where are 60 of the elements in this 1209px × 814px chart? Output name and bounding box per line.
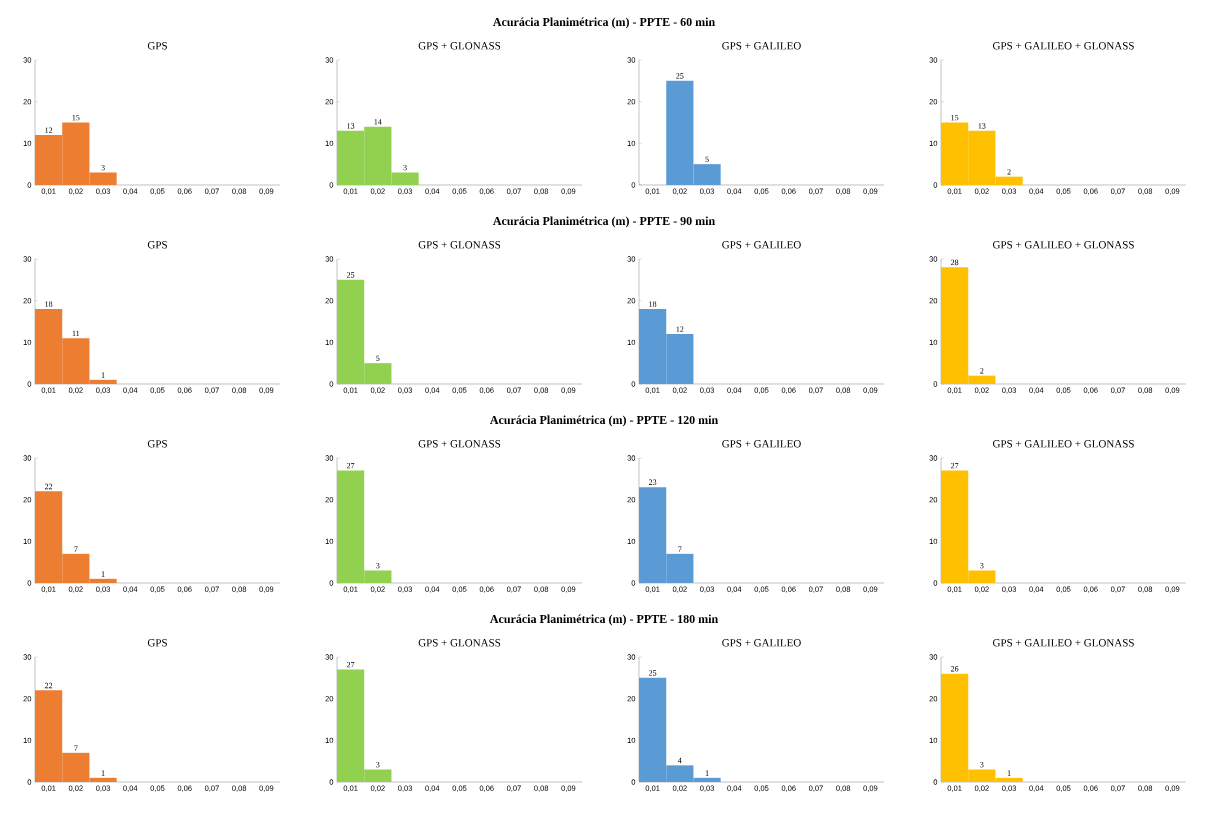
data-label: 13 bbox=[978, 123, 986, 129]
data-label: 25 bbox=[676, 73, 684, 79]
data-label: 3 bbox=[980, 562, 984, 569]
chart-title: GPS + GALILEO bbox=[722, 42, 801, 50]
data-label: 1 bbox=[1007, 770, 1011, 776]
data-label: 2 bbox=[980, 368, 984, 374]
data-label: 7 bbox=[678, 546, 682, 552]
data-label: 26 bbox=[950, 666, 959, 672]
data-label: 27 bbox=[346, 463, 355, 469]
data-label: 7 bbox=[74, 745, 78, 751]
data-label: 11 bbox=[72, 330, 80, 336]
data-label: 3 bbox=[101, 164, 105, 171]
chart-title: GPS bbox=[147, 440, 167, 448]
chart-title: GPS bbox=[147, 241, 167, 249]
chart-title: GPS + GALILEO + GLONASS bbox=[992, 42, 1134, 50]
data-label: 5 bbox=[705, 156, 709, 162]
chart-title: GPS + GALILEO + GLONASS bbox=[992, 241, 1134, 249]
data-label: 18 bbox=[649, 301, 657, 307]
chart-title: GPS bbox=[147, 639, 167, 647]
text: Acurácia Planimétrica (m) - PPTE - 180 min bbox=[489, 614, 718, 626]
data-label: 13 bbox=[347, 123, 355, 129]
chart-title: GPS + GLONASS bbox=[418, 241, 501, 249]
chart-title: GPS + GALILEO bbox=[722, 639, 801, 647]
data-label: 3 bbox=[980, 761, 984, 768]
chart-title: GPS + GALILEO bbox=[722, 241, 801, 249]
chart-title: GPS + GLONASS bbox=[418, 639, 501, 647]
data-label: 3 bbox=[376, 562, 380, 569]
data-label: 1 bbox=[101, 372, 105, 378]
data-label: 22 bbox=[44, 483, 53, 490]
data-label: 1 bbox=[101, 571, 105, 577]
chart-title: GPS + GALILEO + GLONASS bbox=[992, 639, 1134, 647]
text: Acurácia Planimétrica (m) - PPTE - 90 min bbox=[492, 216, 715, 228]
data-label: 12 bbox=[676, 326, 684, 332]
data-label: 3 bbox=[403, 164, 407, 171]
data-label: 1 bbox=[101, 770, 105, 776]
chart-title: GPS + GLONASS bbox=[418, 42, 501, 50]
text: Acurácia Planimétrica (m) - PPTE - 60 min bbox=[492, 17, 715, 29]
data-label: 4 bbox=[678, 757, 682, 764]
data-label: 18 bbox=[45, 301, 53, 307]
data-label: 2 bbox=[1007, 169, 1011, 175]
data-label: 7 bbox=[74, 546, 78, 552]
chart-title: GPS bbox=[147, 42, 167, 50]
data-label: 15 bbox=[951, 114, 959, 121]
data-label: 25 bbox=[346, 272, 355, 278]
chart-title: GPS + GALILEO + GLONASS bbox=[992, 440, 1134, 448]
data-label: 14 bbox=[374, 119, 382, 125]
data-label: 3 bbox=[376, 761, 380, 768]
data-label: 28 bbox=[950, 259, 959, 266]
data-label: 5 bbox=[376, 355, 380, 361]
text: Acurácia Planimétrica (m) - PPTE - 120 min bbox=[489, 415, 718, 427]
data-label: 25 bbox=[648, 670, 657, 676]
data-label: 27 bbox=[950, 463, 959, 469]
chart-title: GPS + GALILEO bbox=[722, 440, 801, 448]
data-label: 23 bbox=[648, 479, 657, 485]
data-label: 12 bbox=[45, 127, 53, 133]
chart-title: GPS + GLONASS bbox=[418, 440, 501, 448]
data-label: 22 bbox=[44, 682, 53, 689]
data-label: 27 bbox=[346, 662, 355, 668]
data-label: 1 bbox=[705, 770, 709, 776]
data-label: 15 bbox=[72, 114, 80, 121]
